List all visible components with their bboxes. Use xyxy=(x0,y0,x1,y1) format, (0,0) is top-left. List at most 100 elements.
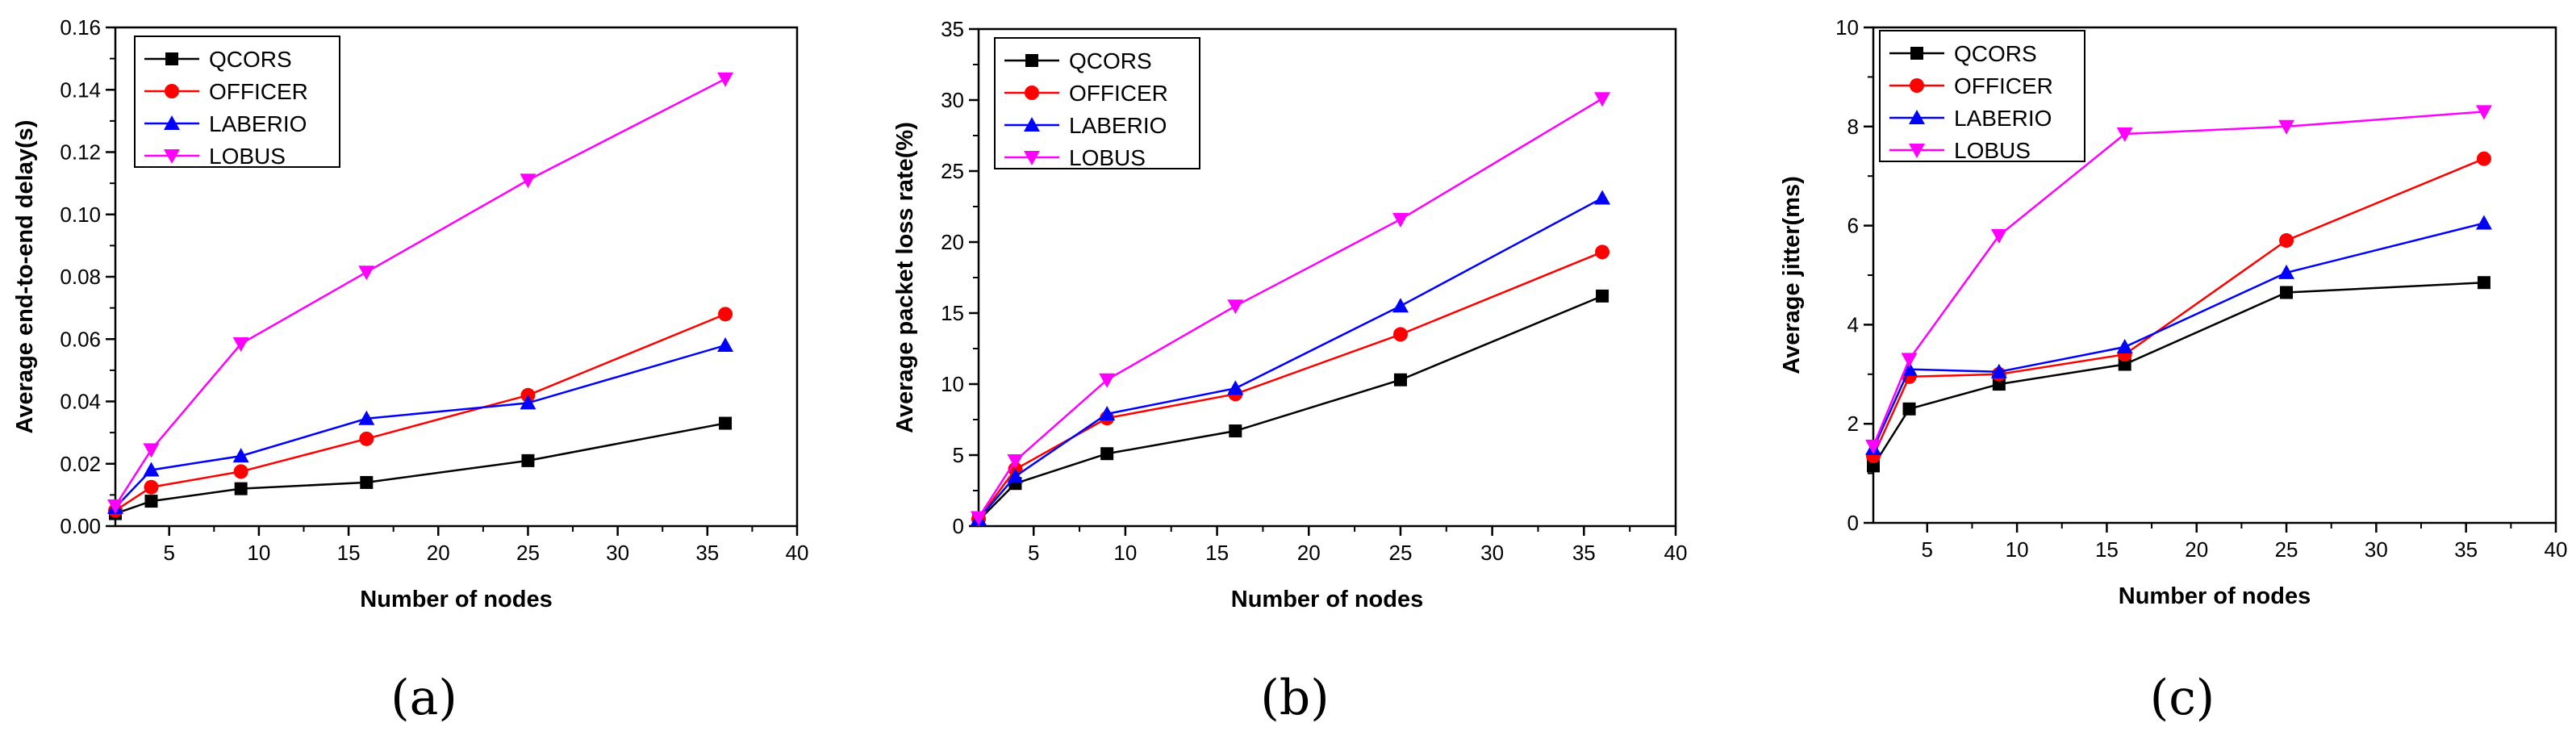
legend-label-laberio: LABERIO xyxy=(1954,106,2052,131)
panel-label: (c) xyxy=(2150,670,2215,726)
data-point-lobus xyxy=(1007,454,1024,470)
legend-label-qcors: QCORS xyxy=(1069,48,1152,73)
data-point-qcors xyxy=(1229,424,1242,438)
legend-marker-laberio xyxy=(1024,117,1040,132)
data-point-qcors xyxy=(2118,357,2131,371)
legend-marker-officer xyxy=(1025,86,1039,100)
x-tick-label: 20 xyxy=(427,541,450,565)
data-point-qcors xyxy=(2477,276,2490,290)
data-point-lobus xyxy=(1901,353,1918,368)
data-point-lobus xyxy=(2278,119,2295,135)
data-point-qcors xyxy=(144,495,158,508)
x-tick-label: 35 xyxy=(695,541,719,565)
data-point-laberio xyxy=(1392,298,1409,313)
data-point-qcors xyxy=(1867,459,1880,473)
legend-label-lobus: LOBUS xyxy=(209,144,286,169)
legend-label-laberio: LABERIO xyxy=(209,111,307,136)
y-tick-label: 0.02 xyxy=(60,452,101,476)
y-tick-label: 0.00 xyxy=(60,514,101,538)
legend-marker-qcors xyxy=(165,52,178,65)
data-point-lobus xyxy=(520,173,536,189)
data-point-lobus xyxy=(717,72,734,87)
data-point-qcors xyxy=(521,453,535,467)
x-tick-label: 20 xyxy=(1297,541,1321,565)
legend-marker-qcors xyxy=(1025,54,1038,67)
y-tick-label: 0.06 xyxy=(60,327,101,351)
series-line-qcors xyxy=(978,295,1603,521)
data-point-officer xyxy=(2279,233,2294,249)
data-point-lobus xyxy=(2116,127,2133,143)
legend-marker-qcors xyxy=(1910,47,1923,60)
series-line-qcors xyxy=(115,422,726,515)
data-point-lobus xyxy=(232,337,249,353)
y-tick-label: 0.16 xyxy=(60,15,101,40)
data-point-officer xyxy=(1595,244,1610,260)
panel-label: (b) xyxy=(1260,670,1329,726)
x-tick-label: 40 xyxy=(2545,537,2568,562)
legend-label-lobus: LOBUS xyxy=(1069,145,1146,170)
series-line-laberio xyxy=(115,344,726,508)
series-line-lobus xyxy=(1872,111,2485,447)
data-point-laberio xyxy=(2116,339,2133,354)
y-tick-label: 0.10 xyxy=(60,203,101,227)
y-tick-label: 6 xyxy=(1847,214,1859,238)
x-tick-label: 35 xyxy=(1572,541,1596,565)
chart-panel-c: 5 10 15 20 25 30 35 40 0 2 4 6 8 10 Number of nodes Ave… xyxy=(1779,15,2567,726)
y-tick-label: 0 xyxy=(953,514,964,538)
legend-marker-lobus xyxy=(1024,151,1040,165)
series-line-lobus xyxy=(977,98,1603,519)
legend-marker-laberio xyxy=(164,115,180,130)
x-tick-label: 30 xyxy=(1480,541,1504,565)
y-tick-label: 0.08 xyxy=(60,265,101,289)
chart-panel-b: 5 10 15 20 25 30 35 40 0 5 10 15 20 25 30 35 Number of n… xyxy=(892,17,1687,726)
y-tick-label: 2 xyxy=(1847,412,1859,436)
x-tick-label: 30 xyxy=(606,541,629,565)
y-tick-label: 0.04 xyxy=(60,390,101,414)
x-tick-label: 10 xyxy=(1113,541,1137,565)
legend-label-qcors: QCORS xyxy=(209,47,292,72)
y-axis-title: Average end-to-end delay(s) xyxy=(12,120,38,434)
series-line-officer xyxy=(1872,157,2485,457)
y-tick-label: 25 xyxy=(941,159,964,183)
data-point-lobus xyxy=(971,511,987,526)
x-tick-label: 15 xyxy=(2095,537,2119,562)
series-line-laberio xyxy=(1872,222,2485,449)
series-line-qcors xyxy=(1872,281,2485,467)
data-point-laberio xyxy=(1007,468,1024,483)
legend-marker-officer xyxy=(165,84,179,98)
data-point-officer xyxy=(718,307,733,322)
data-point-laberio xyxy=(2278,264,2295,279)
x-tick-label: 5 xyxy=(1922,537,1933,562)
x-axis-title: Number of nodes xyxy=(2119,583,2311,609)
data-point-lobus xyxy=(1990,228,2007,244)
data-point-qcors xyxy=(2280,286,2294,299)
x-tick-label: 10 xyxy=(247,541,270,565)
data-point-officer xyxy=(2476,151,2491,166)
data-point-lobus xyxy=(1865,439,1881,454)
legend-marker-lobus xyxy=(164,149,180,164)
y-tick-label: 0 xyxy=(1847,511,1859,535)
y-tick-label: 8 xyxy=(1847,115,1859,139)
data-point-laberio xyxy=(232,448,249,463)
x-tick-label: 40 xyxy=(786,541,809,565)
y-tick-label: 10 xyxy=(1835,15,1859,40)
y-tick-label: 15 xyxy=(941,301,964,325)
chart-panel-a: 5 10 15 20 25 30 35 40 0.00 0.02 0.04 0.06 0.08 0.10 0… xyxy=(12,15,808,726)
data-point-qcors xyxy=(1992,378,2006,391)
data-point-laberio xyxy=(1099,405,1116,420)
series-line-laberio xyxy=(978,197,1603,520)
data-point-officer xyxy=(144,479,159,495)
data-point-officer xyxy=(359,431,374,446)
y-tick-label: 30 xyxy=(941,88,964,112)
data-point-laberio xyxy=(358,410,375,425)
x-tick-label: 10 xyxy=(2006,537,2029,562)
series-line-lobus xyxy=(114,77,726,507)
y-tick-label: 5 xyxy=(953,443,964,467)
data-point-officer xyxy=(233,464,248,479)
legend-label-officer: OFFICER xyxy=(1069,81,1168,106)
x-tick-label: 5 xyxy=(163,541,174,565)
data-point-lobus xyxy=(2475,105,2492,120)
legend-label-laberio: LABERIO xyxy=(1069,113,1167,138)
data-point-qcors xyxy=(1596,289,1609,303)
data-point-laberio xyxy=(2475,215,2492,230)
